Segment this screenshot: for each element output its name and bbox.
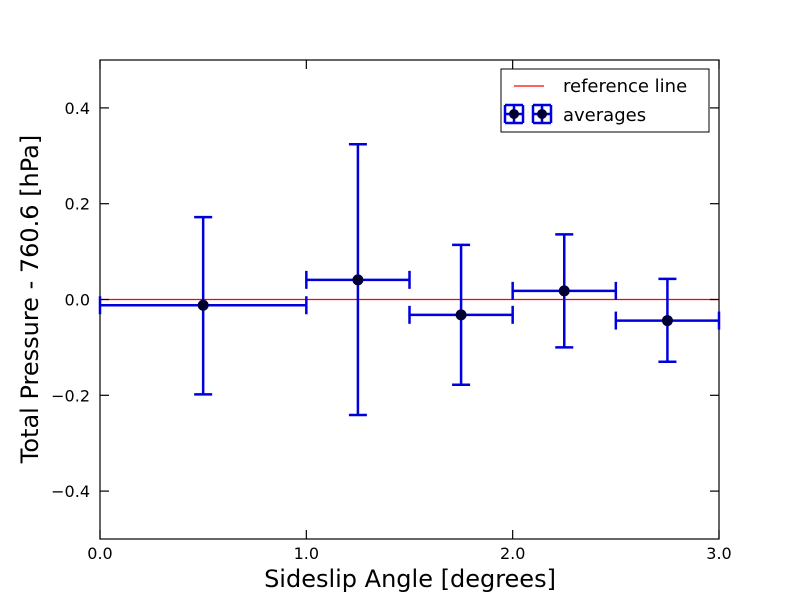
average-marker — [352, 274, 364, 286]
x-tick-label: 0.0 — [87, 544, 112, 563]
legend: reference line averages — [500, 68, 710, 133]
data-point — [511, 233, 618, 349]
error-bars — [98, 143, 721, 417]
data-point — [614, 277, 721, 364]
average-marker — [197, 299, 209, 311]
legend-averages-swatch — [503, 103, 553, 125]
x-tick-label: 3.0 — [706, 544, 731, 563]
y-tick-label: −0.2 — [51, 386, 90, 405]
y-tick-label: 0.4 — [65, 99, 90, 118]
average-marker — [455, 309, 467, 321]
x-axis-title: Sideslip Angle [degrees] — [264, 565, 556, 593]
legend-marker — [509, 109, 519, 119]
legend-averages-label: averages — [563, 105, 646, 126]
plot-area — [98, 59, 721, 540]
legend-marker — [537, 109, 547, 119]
average-marker — [558, 285, 570, 297]
legend-box — [500, 68, 710, 133]
y-tick-labels: 0.4 0.2 0.0 −0.2 −0.4 — [51, 99, 90, 501]
y-tick-label: 0.0 — [65, 291, 90, 310]
average-marker — [661, 315, 673, 327]
data-point — [408, 243, 514, 387]
data-point — [305, 143, 411, 417]
x-tick-label: 1.0 — [294, 544, 319, 563]
x-tick-labels: 0.0 1.0 2.0 3.0 — [87, 544, 731, 563]
legend-reference-label: reference line — [563, 76, 687, 97]
y-tick-label: −0.4 — [51, 482, 90, 501]
y-axis-title: Total Pressure - 760.6 [hPa] — [16, 135, 44, 464]
data-point — [98, 215, 308, 396]
axis-ticks — [99, 60, 720, 539]
x-tick-label: 2.0 — [500, 544, 525, 563]
y-tick-label: 0.2 — [65, 195, 90, 214]
